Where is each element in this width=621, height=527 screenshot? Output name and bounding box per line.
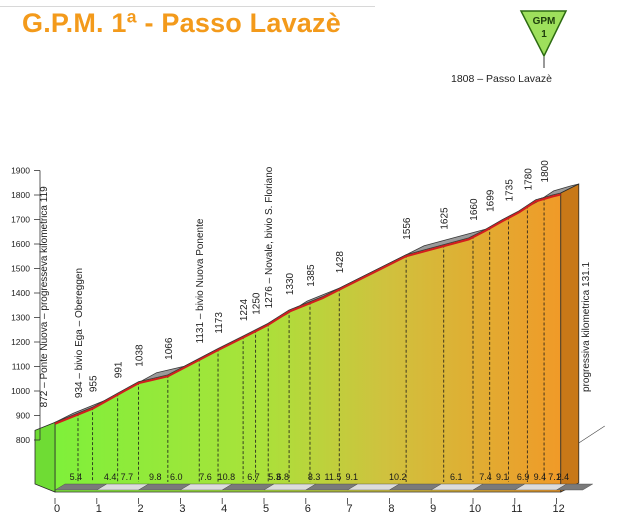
gradient-label: 2.4 [557, 472, 570, 482]
point-label: 1660 [469, 198, 480, 221]
gradient-label: 6.9 [517, 472, 530, 482]
x-tick-label: 1 [96, 503, 102, 515]
gradient-label: 6.7 [247, 472, 260, 482]
y-tick-label: 900 [16, 411, 30, 421]
y-tick-label: 800 [16, 435, 30, 445]
gradient-label: 6.0 [170, 472, 183, 482]
y-tick-label: 1500 [11, 264, 30, 274]
point-label: 1800 [540, 160, 551, 183]
gradient-label: 9.4 [534, 472, 547, 482]
point-label: 1066 [164, 337, 175, 360]
gradient-label: 9.1 [496, 472, 509, 482]
y-tick-label: 1200 [11, 337, 30, 347]
x-tick-label: 3 [179, 503, 185, 515]
x-tick-label: 8 [388, 503, 394, 515]
gradient-label: 7.4 [479, 472, 492, 482]
gpm-badge-icon [519, 10, 568, 58]
point-label: 991 [114, 361, 125, 378]
y-tick-label: 1400 [11, 288, 30, 298]
gradient-label: 9.1 [346, 472, 359, 482]
gpm-badge-category: 1 [541, 29, 547, 40]
x-tick-label: 11 [511, 503, 522, 515]
point-label: 1625 [440, 207, 451, 230]
y-tick-label: 1300 [11, 313, 30, 323]
y-tick-label: 1000 [11, 386, 30, 396]
gradient-label: 6.8 [277, 472, 290, 482]
summit-label: 1808 – Passo Lavazè [451, 73, 552, 85]
point-label: 1330 [285, 272, 296, 295]
gradient-label: 9.8 [149, 472, 162, 482]
point-label: 1276 – Novale, bivio S. Floriano [264, 166, 275, 308]
y-tick-label: 1600 [11, 239, 30, 249]
y-tick-label: 1800 [11, 190, 30, 200]
x-tick-label: 9 [430, 503, 436, 515]
point-label: 1556 [402, 217, 413, 240]
y-tick-label: 1700 [11, 215, 30, 225]
point-label: 955 [89, 375, 100, 392]
point-label: 1699 [486, 189, 497, 212]
point-label: 1385 [306, 264, 317, 287]
point-label: 1173 [214, 312, 225, 334]
point-label: 934 – bivio Ega – Obereggen [74, 268, 85, 398]
point-label: 1250 [252, 292, 263, 315]
gradient-label: 5.4 [70, 472, 83, 482]
gradient-label: 8.3 [308, 472, 321, 482]
x-tick-label: 0 [54, 503, 60, 515]
x-tick-label: 4 [221, 503, 227, 515]
profile-end-cap [560, 183, 580, 493]
profile-area [54, 192, 562, 493]
gradient-label: 7.6 [199, 472, 212, 482]
x-tick-label: 12 [552, 503, 564, 515]
point-label: 1735 [505, 179, 516, 202]
floor-stripe [555, 483, 594, 491]
road-line [54, 193, 562, 425]
gradient-label: 4.4 [104, 472, 117, 482]
x-tick-label: 7 [347, 503, 353, 515]
point-label: 1428 [335, 251, 346, 274]
gradient-label: 11.5 [325, 472, 342, 482]
y-tick-label: 1900 [11, 166, 30, 176]
gradient-label: 10.8 [218, 472, 236, 482]
gpm-badge-label: GPM [533, 16, 556, 27]
finish-label: progressiva kilometrica 131.1 [581, 262, 592, 392]
title-rule [0, 6, 375, 7]
x-tick-label: 6 [305, 503, 311, 515]
profile-start-cap [34, 421, 56, 493]
gradient-label: 6.1 [450, 472, 463, 482]
x-tick-label: 2 [138, 503, 144, 515]
page-title: G.P.M. 1ª - Passo Lavazè [22, 8, 341, 38]
point-label: 1038 [135, 344, 146, 367]
x-tick-label: 5 [263, 503, 269, 515]
gradient-label: 7.1 [548, 472, 561, 482]
point-label: 1224 [239, 298, 250, 321]
point-label: 872 – Ponte Nuova – progresseva kilometr… [39, 186, 50, 407]
gradient-label: 10.2 [389, 472, 407, 482]
gradient-label: 5.3 [268, 472, 281, 482]
y-tick-label: 1100 [12, 362, 31, 372]
point-label: 1780 [523, 168, 534, 191]
gradient-label: 7.7 [121, 472, 134, 482]
x-tick-label: 10 [469, 503, 481, 515]
point-label: 1131 – bivio Nuova Ponente [195, 218, 206, 343]
